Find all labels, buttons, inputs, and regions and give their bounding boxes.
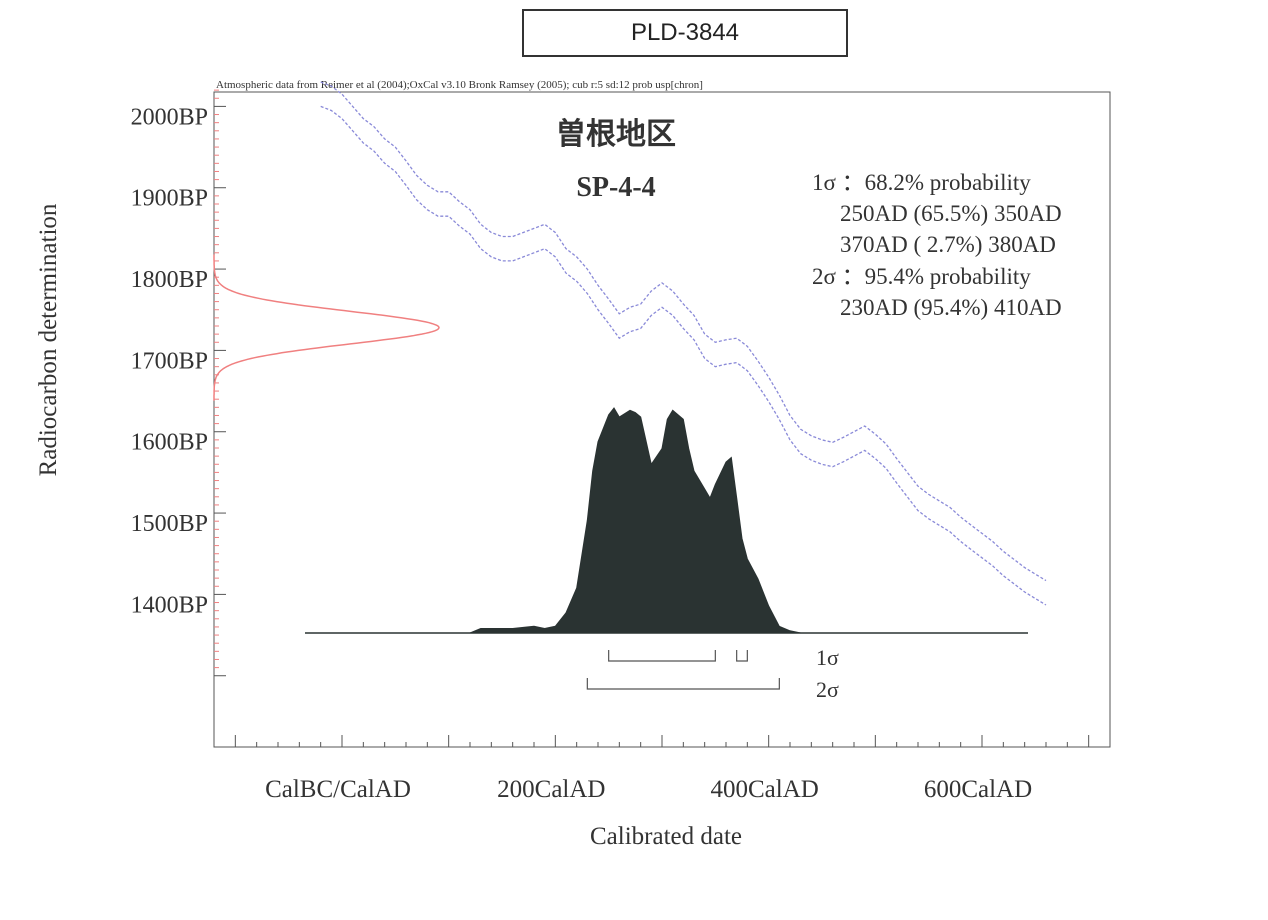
two-sigma-interval-1: 230AD (95.4%) 410AD xyxy=(840,295,1062,320)
calibration-curve-lower xyxy=(320,105,1047,606)
chart-subtitle: Atmospheric data from Reimer et al (2004… xyxy=(216,79,703,91)
distribution-area xyxy=(469,407,801,634)
y-axis-label: Radiocarbon determination xyxy=(35,203,62,476)
y-tick-label: 1400BP xyxy=(131,592,208,618)
measurement-distribution xyxy=(213,254,440,401)
x-tick-labels: CalBC/CalAD 200CalAD 400CalAD 600CalAD xyxy=(265,776,1032,803)
y-tick-label: 1600BP xyxy=(131,430,208,456)
x-tick-marks xyxy=(234,735,1090,747)
calibration-curve-upper xyxy=(320,81,1047,582)
x-tick-label: CalBC/CalAD xyxy=(265,776,411,803)
x-tick-label: 200CalAD xyxy=(497,776,605,803)
y-tick-label: 2000BP xyxy=(131,104,208,130)
y-tick-marks xyxy=(214,89,226,677)
y-tick-label: 1800BP xyxy=(131,267,208,293)
two-sigma-bracket xyxy=(586,678,780,690)
two-sigma-label: 2σ xyxy=(816,677,839,702)
x-tick-label: 600CalAD xyxy=(924,776,1032,803)
y-tick-label: 1900BP xyxy=(131,186,208,212)
y-tick-label: 1500BP xyxy=(131,511,208,537)
calibration-curve xyxy=(320,81,1047,606)
one-sigma-bracket xyxy=(608,650,716,662)
sample-label: SP-4-4 xyxy=(576,172,655,203)
two-sigma-summary: 2σ ：95.4% probability xyxy=(812,264,1031,289)
probability-distribution xyxy=(305,407,1028,634)
chart-title: 曽根地区 xyxy=(556,117,676,152)
sample-id-box: PLD-3844 xyxy=(522,9,848,57)
y-tick-label: 1700BP xyxy=(131,348,208,374)
y-tick-labels: 2000BP 1900BP 1800BP 1700BP 1600BP 1500BP 1400… xyxy=(131,104,208,618)
one-sigma-label: 1σ xyxy=(816,645,839,670)
one-sigma-interval-1: 250AD (65.5%) 350AD xyxy=(840,201,1062,226)
one-sigma-bracket xyxy=(736,650,748,662)
one-sigma-interval-2: 370AD ( 2.7%) 380AD xyxy=(840,232,1056,257)
x-tick-label: 400CalAD xyxy=(711,776,819,803)
x-axis-label: Calibrated date xyxy=(590,823,742,850)
one-sigma-summary: 1σ ：68.2% probability xyxy=(812,170,1031,195)
radiocarbon-measurement xyxy=(213,254,440,401)
